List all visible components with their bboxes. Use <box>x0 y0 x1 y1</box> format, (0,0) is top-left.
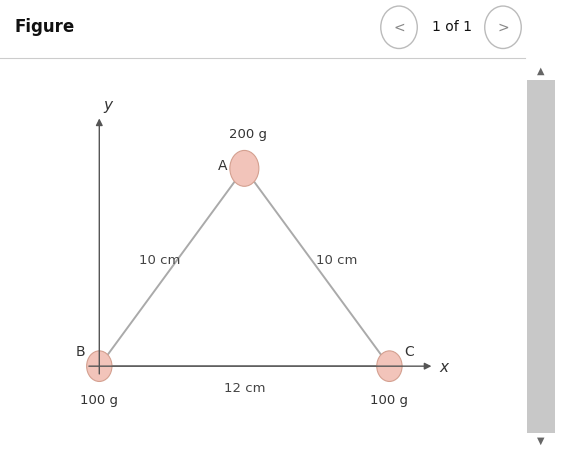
FancyBboxPatch shape <box>528 63 554 78</box>
Text: Figure: Figure <box>14 18 74 36</box>
Text: A: A <box>217 159 227 173</box>
Ellipse shape <box>381 6 417 48</box>
Ellipse shape <box>484 6 522 48</box>
Ellipse shape <box>377 351 402 382</box>
Ellipse shape <box>87 351 112 382</box>
Text: ▲: ▲ <box>537 65 545 75</box>
Text: B: B <box>75 345 85 359</box>
Text: 1 of 1: 1 of 1 <box>432 20 473 34</box>
Text: 100 g: 100 g <box>370 394 409 407</box>
Text: 100 g: 100 g <box>80 394 118 407</box>
Text: y: y <box>103 98 112 113</box>
Text: <: < <box>393 20 405 34</box>
Text: ▼: ▼ <box>537 436 545 446</box>
Text: C: C <box>404 345 414 359</box>
Ellipse shape <box>230 150 259 186</box>
Text: 12 cm: 12 cm <box>224 382 265 395</box>
Text: x: x <box>439 360 448 375</box>
Text: 200 g: 200 g <box>229 128 268 141</box>
FancyBboxPatch shape <box>527 80 555 433</box>
Text: >: > <box>497 20 509 34</box>
Text: 10 cm: 10 cm <box>316 254 357 267</box>
Text: 10 cm: 10 cm <box>139 254 180 267</box>
